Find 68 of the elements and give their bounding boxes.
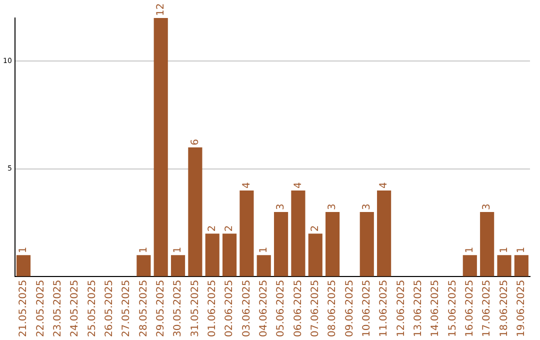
- x-tick-label: 03.06.2025: [241, 280, 252, 338]
- x-tick-label: 01.06.2025: [206, 280, 218, 338]
- x-tick-label: 08.06.2025: [327, 280, 338, 338]
- x-tick-label: 13.06.2025: [412, 280, 424, 338]
- x-tick-label: 23.05.2025: [52, 280, 64, 338]
- bar: [240, 190, 254, 276]
- x-tick-label: 21.05.2025: [18, 280, 30, 338]
- x-tick-label: 31.05.2025: [190, 280, 201, 338]
- data-label: 4: [292, 182, 304, 188]
- data-label: 3: [361, 204, 372, 210]
- x-tick-label: 04.06.2025: [258, 280, 270, 338]
- x-tick-label: 19.06.2025: [516, 280, 528, 338]
- data-label: 3: [327, 204, 338, 210]
- x-tick-label: 29.05.2025: [155, 280, 166, 338]
- x-tick-label: 05.06.2025: [276, 280, 287, 338]
- bar: [514, 255, 528, 276]
- data-label: 3: [276, 204, 287, 210]
- bar: [291, 190, 306, 276]
- data-label: 1: [464, 246, 476, 254]
- x-tick-label: 24.05.2025: [70, 280, 81, 338]
- bar: [480, 212, 494, 276]
- x-tick-label: 28.05.2025: [138, 280, 150, 338]
- x-tick-label: 06.06.2025: [292, 280, 304, 338]
- x-tick-label: 15.06.2025: [447, 280, 458, 338]
- data-label: 4: [378, 182, 390, 188]
- x-tick-label: 02.06.2025: [224, 280, 236, 338]
- bar: [360, 212, 374, 276]
- x-tick-label: 14.06.2025: [430, 280, 442, 338]
- data-label: 2: [310, 225, 321, 232]
- bar: [222, 234, 237, 276]
- data-label: 1: [138, 246, 150, 254]
- data-label: 1: [516, 246, 528, 254]
- x-tick-label: 18.06.2025: [498, 280, 510, 338]
- bar: [308, 234, 322, 276]
- data-label: 2: [206, 225, 218, 232]
- bar: [377, 190, 392, 276]
- data-label: 12: [155, 3, 166, 16]
- x-tick-label: 16.06.2025: [464, 280, 476, 338]
- x-tick-label: 10.06.2025: [361, 280, 372, 338]
- bar: [256, 255, 271, 276]
- bar: [16, 255, 31, 276]
- data-label: 1: [258, 246, 270, 254]
- data-label: 1: [172, 246, 184, 254]
- x-tick-label: 25.05.2025: [86, 280, 98, 338]
- bar: [136, 255, 151, 276]
- x-tick-label: 30.05.2025: [172, 280, 184, 338]
- data-label: 3: [482, 204, 493, 210]
- bar: [497, 255, 512, 276]
- bar: [326, 212, 340, 276]
- x-tick-label: 26.05.2025: [104, 280, 115, 338]
- x-tick-label: 12.06.2025: [396, 280, 407, 338]
- bar: [274, 212, 288, 276]
- x-tick-label: 09.06.2025: [344, 280, 356, 338]
- bar: [462, 255, 477, 276]
- x-tick-label: 11.06.2025: [378, 280, 390, 338]
- data-label: 1: [18, 246, 30, 254]
- x-tick-label: 17.06.2025: [482, 280, 493, 338]
- data-label: 6: [190, 138, 201, 146]
- x-tick-label: 27.05.2025: [121, 280, 132, 338]
- bar: [188, 147, 202, 276]
- data-label: 1: [498, 246, 510, 254]
- x-tick-label: 07.06.2025: [310, 280, 321, 338]
- bar: [154, 18, 168, 276]
- x-tick-label: 22.05.2025: [35, 280, 46, 338]
- data-label: 2: [224, 225, 236, 232]
- bar: [170, 255, 186, 276]
- data-label: 4: [241, 182, 252, 188]
- bar: [205, 234, 220, 276]
